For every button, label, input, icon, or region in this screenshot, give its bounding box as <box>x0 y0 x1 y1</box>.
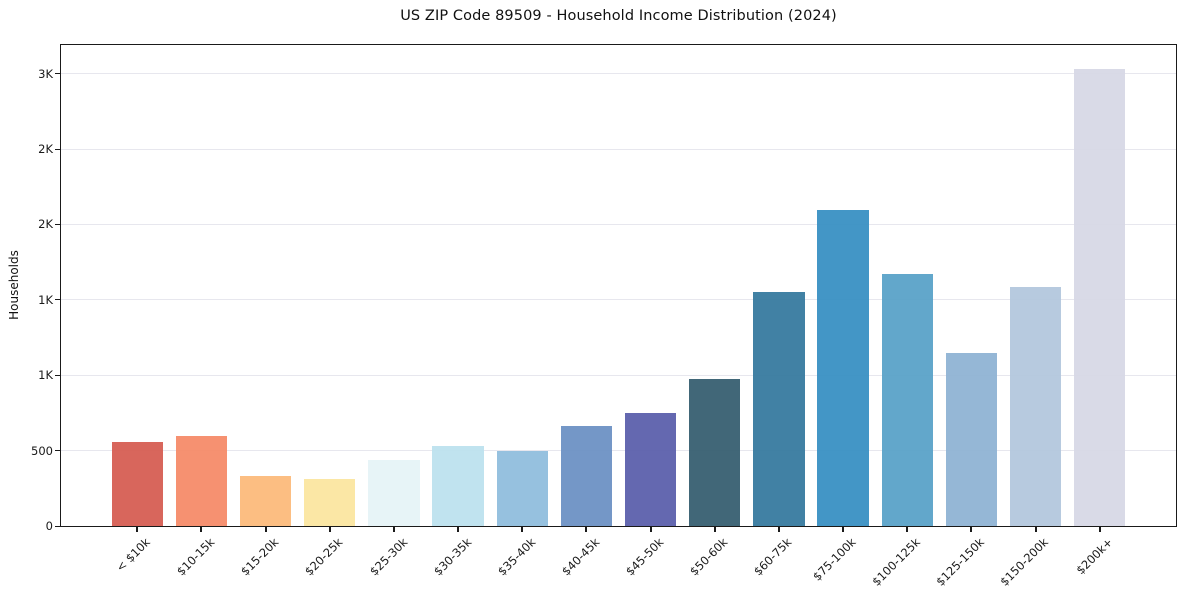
x-tick-label: $35-40k <box>494 535 539 579</box>
x-tick-mark <box>521 527 524 532</box>
gridline-1000 <box>61 374 1176 376</box>
y-tick-label: 2K <box>38 142 53 157</box>
x-tick-label: $60-75k <box>751 535 795 579</box>
bar-60-75k <box>753 292 805 526</box>
x-tick-label: $50-60k <box>687 535 731 579</box>
y-tick-mark <box>55 148 60 150</box>
x-tick-mark <box>713 527 716 532</box>
x-tick-mark <box>585 527 588 532</box>
bar-50-60k <box>689 379 741 526</box>
y-tick-mark <box>55 299 60 301</box>
y-tick-label: 2K <box>38 217 53 232</box>
chart-title: US ZIP Code 89509 - Household Income Dis… <box>400 8 837 24</box>
y-tick-mark <box>55 374 60 376</box>
y-tick-label: 1K <box>38 368 53 383</box>
x-tick-label: $200k+ <box>1073 535 1116 578</box>
x-tick-mark <box>777 527 780 532</box>
bar-20-25k <box>304 479 356 526</box>
x-tick-mark <box>264 527 267 532</box>
x-tick-mark <box>328 527 331 532</box>
y-tick-mark <box>55 73 60 75</box>
y-tick-label: 500 <box>31 443 53 458</box>
bar-100-125k <box>881 274 933 526</box>
x-tick-mark <box>200 527 203 532</box>
x-tick-mark <box>392 527 395 532</box>
gridline-2500 <box>61 148 1176 150</box>
bar-15-20k <box>239 475 292 526</box>
y-tick-mark <box>55 525 60 527</box>
gridline-500 <box>61 450 1176 452</box>
x-tick-mark <box>136 527 139 532</box>
x-tick-label: $25-30k <box>366 535 410 579</box>
y-tick-label: 1K <box>38 292 53 307</box>
x-tick-label: < $10k <box>113 535 154 575</box>
bar-10k <box>111 441 163 526</box>
x-tick-mark <box>649 527 652 532</box>
x-tick-mark <box>457 527 460 532</box>
x-tick-mark <box>906 527 909 532</box>
y-tick-mark <box>55 223 60 225</box>
plot-area <box>60 44 1177 527</box>
x-tick-label: $15-20k <box>238 535 282 579</box>
x-tick-mark <box>1098 527 1101 532</box>
x-tick-label: $45-50k <box>623 535 667 579</box>
x-tick-mark <box>970 527 973 532</box>
x-tick-label: $100-125k <box>869 535 924 589</box>
bar-10-15k <box>175 435 228 526</box>
bar-125-150k <box>945 352 997 526</box>
x-tick-label: $125-150k <box>933 535 988 589</box>
y-tick-label: 3K <box>38 66 53 81</box>
gridline-3000 <box>61 73 1176 75</box>
gridline-2000 <box>61 223 1176 225</box>
x-tick-label: $10-15k <box>173 535 218 579</box>
x-tick-label: $150-200k <box>997 535 1052 589</box>
y-tick-mark <box>55 450 60 452</box>
gridline-1500 <box>61 299 1176 301</box>
x-tick-label: $75-100k <box>810 535 859 584</box>
bar-150-200k <box>1009 287 1062 526</box>
bar-45-50k <box>624 412 677 526</box>
bar-75-100k <box>817 210 869 526</box>
x-tick-label: $40-45k <box>558 535 603 579</box>
bar-25-30k <box>368 459 420 526</box>
x-tick-label: $30-35k <box>430 535 475 579</box>
x-tick-mark <box>1034 527 1037 532</box>
bar-40-45k <box>560 426 613 526</box>
y-axis-label: Households <box>7 250 21 320</box>
x-tick-mark <box>842 527 845 532</box>
x-tick-label: $20-25k <box>302 535 346 579</box>
bar-30-35k <box>432 446 484 526</box>
y-tick-label: 0 <box>45 519 53 533</box>
bar-200k <box>1073 69 1126 526</box>
bar-35-40k <box>496 450 548 526</box>
